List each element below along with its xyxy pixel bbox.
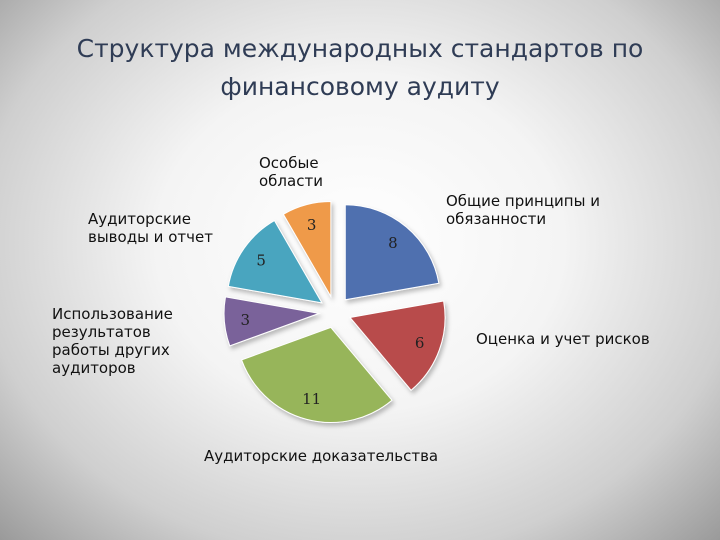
category-label-other-auditors: Использование результатов работы других …	[52, 305, 173, 377]
category-label-risk-assessment: Оценка и учет рисков	[476, 330, 650, 348]
chart-title-line-1: Структура международных стандартов по	[76, 34, 644, 63]
data-label-general-principles: 8	[388, 234, 398, 252]
pie-slice-special-areas	[282, 201, 332, 299]
data-label-conclusions-report: 5	[256, 251, 266, 269]
pie-slice-other-auditors	[223, 296, 321, 347]
chart-title-line-2: финансовому аудиту	[220, 72, 500, 101]
data-label-risk-assessment: 6	[415, 334, 425, 352]
pie-slice-conclusions-report	[227, 219, 323, 304]
data-label-other-auditors: 3	[240, 311, 250, 329]
pie-slice-general-principles	[344, 204, 440, 301]
data-label-special-areas: 3	[307, 216, 317, 234]
chart-title: Структура международных стандартов по фи…	[40, 30, 680, 106]
category-label-conclusions-report: Аудиторские выводы и отчет	[88, 210, 213, 246]
category-label-special-areas: Особые области	[259, 154, 323, 190]
category-label-audit-evidence: Аудиторские доказательства	[204, 447, 439, 465]
category-label-general-principles: Общие принципы и обязанности	[446, 192, 600, 228]
pie-slice-audit-evidence	[240, 326, 393, 423]
data-label-audit-evidence: 11	[302, 390, 321, 408]
pie-slice-risk-assessment	[349, 300, 446, 391]
